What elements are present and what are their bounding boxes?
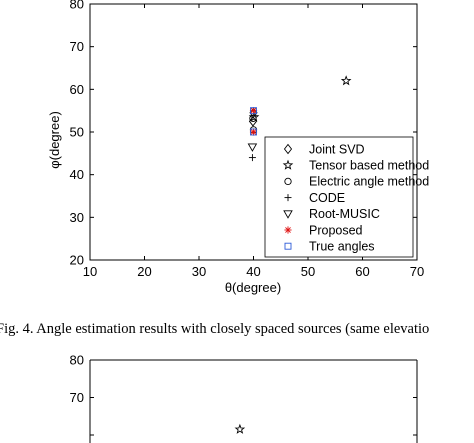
legend-marker-true-angles (284, 242, 292, 250)
x-tick-label: 40 (246, 264, 260, 279)
legend-box (264, 136, 414, 258)
legend-label-root-music: Root-MUSIC (309, 207, 380, 221)
point-proposed (249, 128, 258, 136)
point-true-angles (250, 128, 257, 136)
legend-marker-electric-angle-method (284, 177, 292, 186)
point-root-music (247, 143, 258, 152)
y-tick-label: 60 (70, 82, 84, 97)
legend-marker-code (284, 194, 292, 202)
y-tick-label: 70 (70, 39, 84, 54)
legend-marker-tensor-based-method (282, 159, 294, 170)
legend-label-proposed: Proposed (309, 223, 363, 237)
legend-marker-proposed (284, 226, 292, 234)
point-proposed (249, 107, 258, 115)
y-tick-label: 30 (70, 210, 84, 225)
point-tensor-based-method (234, 423, 246, 434)
legend-label-tensor-based-method: Tensor based method (309, 159, 429, 173)
legend-marker-joint-svd (283, 143, 293, 155)
x-tick-label: 50 (301, 264, 315, 279)
point-code (248, 154, 256, 162)
point-true-angles (250, 107, 257, 115)
legend-label-code: CODE (309, 191, 345, 205)
x-tick-label: 70 (410, 264, 424, 279)
legend: Joint SVD Tensor based method Electric ang… (264, 136, 429, 258)
x-axis-label: θ(degree) (225, 280, 281, 295)
x-tick-label: 30 (192, 264, 206, 279)
point-tensor-based-method (340, 75, 352, 86)
legend-label-true-angles: True angles (309, 240, 375, 254)
y-axis-label: φ(degree) (47, 111, 62, 169)
legend-label-joint-svd: Joint SVD (309, 142, 365, 156)
x-tick-label: 60 (355, 264, 369, 279)
point-joint-svd (249, 107, 258, 119)
y-tick-label: 40 (70, 167, 84, 182)
x-tick-label: 20 (137, 264, 151, 279)
legend-marker-root-music (283, 210, 293, 219)
chart-angle-estimation-2: 70 80 (70, 353, 418, 443)
y-tick-label: 80 (70, 0, 84, 12)
x-tick-label: 10 (83, 264, 97, 279)
y-tick-label: 70 (70, 390, 84, 405)
y-tick-label: 20 (70, 253, 84, 268)
y-tick-label: 80 (70, 353, 84, 368)
legend-label-electric-angle-method: Electric angle method (309, 175, 429, 189)
y-tick-label: 50 (70, 125, 84, 140)
figure-caption: Fig. 4. Angle estimation results with cl… (0, 321, 429, 337)
point-electric-angle-method (249, 114, 257, 122)
